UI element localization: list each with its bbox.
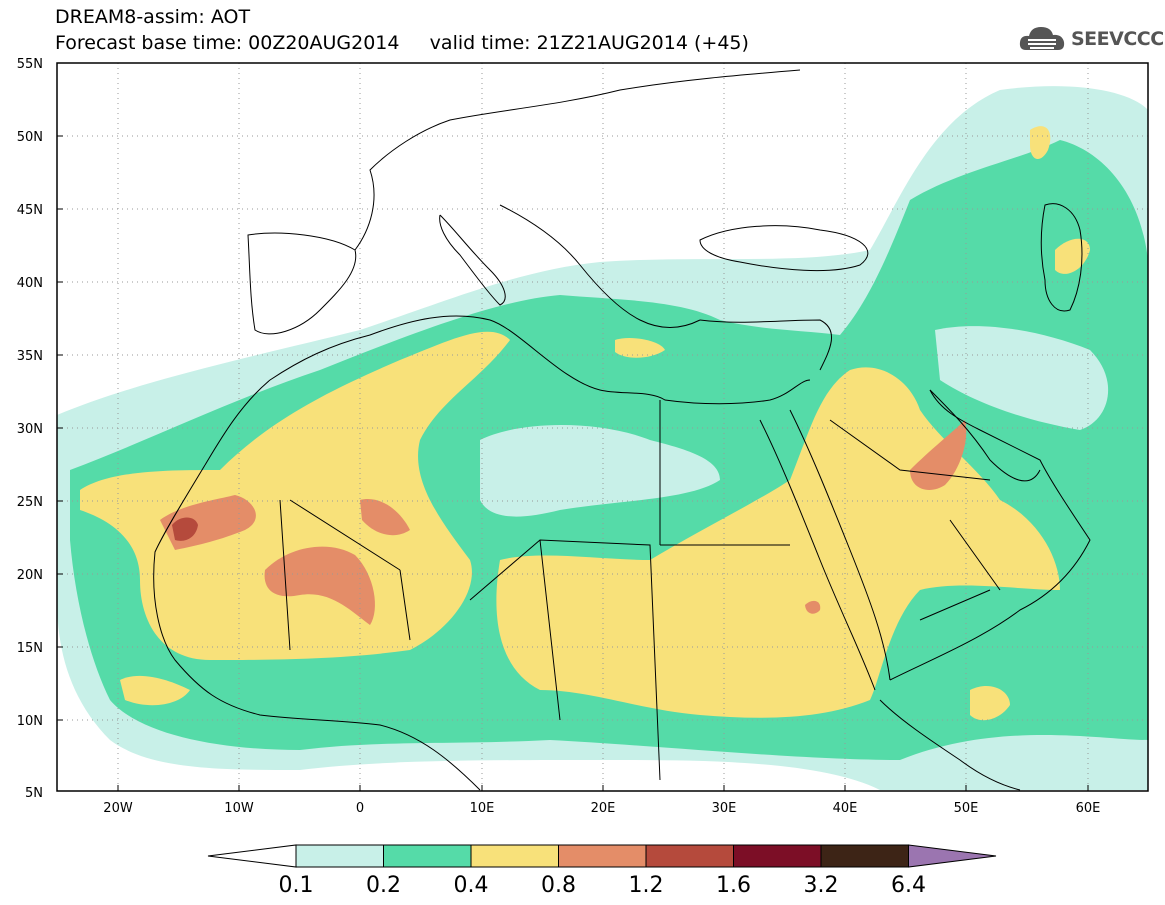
- colorbar-swatch: [820, 844, 909, 868]
- lat-label: 15N: [17, 641, 43, 656]
- colorbar-swatch: [295, 844, 384, 868]
- colorbar-label: 0.4: [454, 873, 489, 898]
- lon-label: 40E: [833, 801, 858, 816]
- aot-band-0.8: [360, 499, 410, 536]
- lat-label: 45N: [17, 203, 43, 218]
- ticks: [57, 62, 1089, 792]
- colorbar-swatch: [383, 844, 472, 868]
- colorbar-low-arrow: [207, 844, 297, 868]
- colorbar-swatch: [733, 844, 822, 868]
- lon-label: 0: [356, 801, 364, 816]
- latitude-labels: 55N 50N 45N 40N 35N 30N 25N 20N 15N 10N …: [17, 57, 43, 801]
- lat-label: 30N: [17, 422, 43, 437]
- aot-band-0.4: [496, 367, 1060, 718]
- lat-label: 25N: [17, 495, 43, 510]
- aot-band-0.4: [615, 338, 665, 358]
- lon-label: 20W: [103, 801, 133, 816]
- lat-label: 50N: [17, 130, 43, 145]
- aot-band-0.8: [264, 546, 375, 625]
- lat-label: 55N: [17, 57, 43, 72]
- lat-label: 35N: [17, 349, 43, 364]
- lon-label: 60E: [1076, 801, 1101, 816]
- colorbar-swatch: [645, 844, 734, 868]
- aot-band-1.2: [172, 517, 198, 541]
- lon-label: 10W: [224, 801, 254, 816]
- colorbar-swatch: [558, 844, 647, 868]
- lat-label: 10N: [17, 714, 43, 729]
- colorbar-label: 6.4: [891, 873, 926, 898]
- aot-band-0.4: [970, 685, 1010, 721]
- aot-band-0.4: [120, 675, 190, 706]
- cloud-icon: [1019, 27, 1065, 50]
- aot-band-0.8: [805, 600, 821, 614]
- aot-band-0.4: [80, 331, 510, 660]
- coastlines: [153, 69, 1091, 791]
- lon-label: 10E: [470, 801, 495, 816]
- map-title: DREAM8-assim: AOT: [55, 6, 251, 28]
- colorbar-label: 0.8: [541, 873, 576, 898]
- colorbar-swatch: [470, 844, 559, 868]
- colorbar-label: 0.2: [366, 873, 401, 898]
- lon-label: 20E: [591, 801, 616, 816]
- aot-band-0.1-patch: [935, 326, 1109, 430]
- colorbar: 0.1 0.2 0.4 0.8 1.2 1.6 3.2 6.4: [207, 844, 997, 898]
- colorbar-high-arrow: [908, 844, 997, 868]
- lon-label: 50E: [954, 801, 979, 816]
- seevccc-logo: SEEVCCC: [1018, 22, 1164, 56]
- lon-label: 30E: [712, 801, 737, 816]
- lat-label: 40N: [17, 276, 43, 291]
- graticule: [57, 63, 1148, 791]
- forecast-times: Forecast base time: 00Z20AUG2014 valid t…: [55, 32, 749, 54]
- colorbar-label: 1.6: [716, 873, 751, 898]
- lat-label: 20N: [17, 568, 43, 583]
- colorbar-label: 0.1: [279, 873, 314, 898]
- logo-text: SEEVCCC: [1071, 28, 1164, 50]
- lat-label: 5N: [25, 786, 43, 801]
- longitude-labels: 20W 10W 0 10E 20E 30E 40E 50E 60E: [103, 801, 1100, 816]
- colorbar-label: 1.2: [629, 873, 664, 898]
- colorbar-label: 3.2: [804, 873, 839, 898]
- aot-band-0.4: [1030, 126, 1051, 160]
